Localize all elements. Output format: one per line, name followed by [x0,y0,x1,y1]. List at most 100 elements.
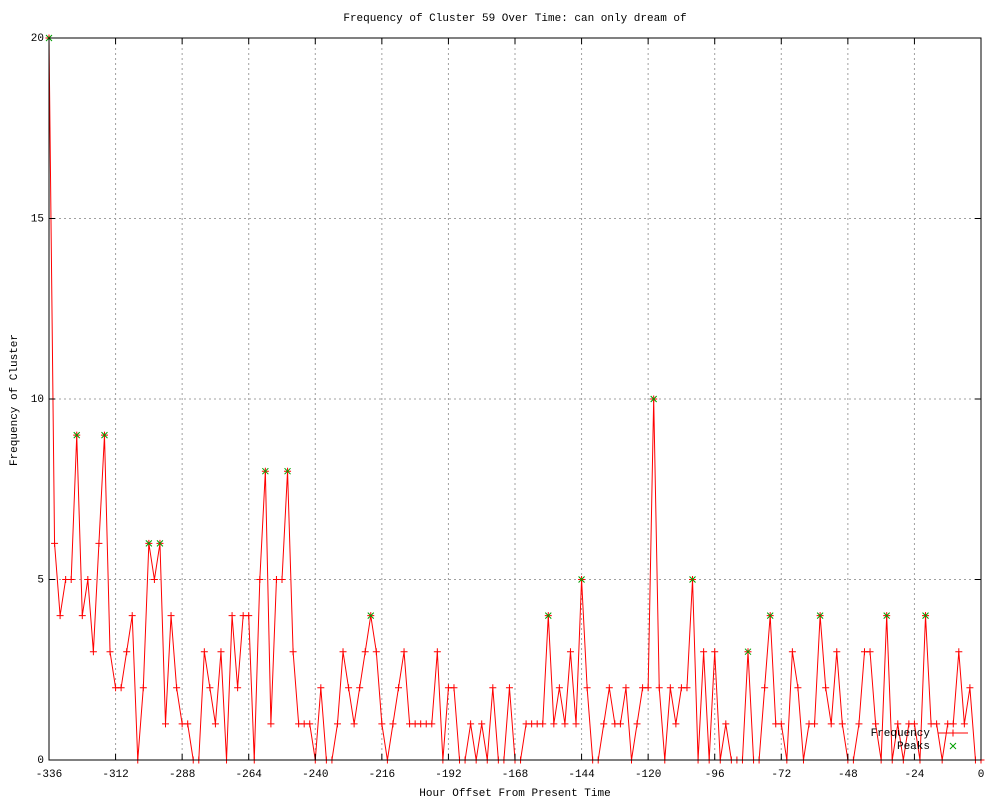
point-marker [306,720,314,728]
point-marker [367,612,375,619]
point-marker [378,720,386,728]
y-tick-label: 0 [37,755,44,767]
point-marker [572,720,580,728]
point-marker [766,612,774,619]
point-marker [583,684,591,692]
point-marker [350,720,358,728]
point-marker [217,648,225,656]
y-tick-label: 15 [31,213,44,225]
point-marker [167,612,175,620]
point-marker [872,720,880,728]
point-marker [139,684,147,692]
point-marker [184,720,192,728]
point-marker [616,720,624,728]
point-marker [689,576,696,583]
x-tick-label: -312 [102,769,128,781]
point-marker [333,720,341,728]
point-marker [794,684,802,692]
point-marker [262,467,269,475]
point-marker [101,431,108,439]
point-marker [256,576,264,583]
point-marker [933,720,941,728]
x-tick-label: 0 [978,769,985,781]
point-marker [744,648,752,656]
point-marker [267,720,275,728]
x-axis-label: Hour Offset From Present Time [419,788,610,800]
point-marker [339,648,347,656]
point-marker [84,576,92,583]
point-marker [56,612,64,620]
point-marker [145,540,153,547]
point-marker [200,648,208,656]
point-marker [78,612,86,620]
point-marker [356,684,364,692]
point-marker [361,648,369,656]
x-tick-label: -264 [236,769,263,781]
point-marker [811,720,819,728]
point-marker [711,648,719,656]
point-marker [866,648,874,656]
point-marker [51,539,59,547]
point-marker [150,576,158,583]
point-marker [123,648,131,656]
point-marker [650,395,658,403]
y-tick-label: 20 [31,33,44,45]
point-marker [561,720,569,728]
point-marker [278,576,286,583]
point-marker [544,612,552,619]
legend-label: Frequency [871,728,931,740]
point-marker [211,720,219,728]
legend-marker [949,742,957,750]
point-marker [395,684,402,692]
point-marker [833,648,841,656]
point-marker [234,684,242,692]
point-marker [156,540,164,547]
point-marker [644,684,652,692]
x-tick-label: -48 [838,769,858,781]
x-tick-label: -168 [502,769,528,781]
x-tick-label: -240 [302,769,328,781]
point-marker [555,684,563,692]
y-tick-label: 5 [37,574,44,586]
point-marker [894,720,902,728]
point-marker [400,648,408,656]
x-tick-label: -288 [169,769,195,781]
point-marker [245,612,253,620]
point-marker [855,720,863,728]
point-marker [910,720,918,728]
point-marker [372,648,380,656]
y-tick-label: 10 [31,394,44,406]
point-marker [489,684,497,692]
legend-marker [949,729,957,737]
point-marker [505,684,513,692]
point-marker [960,720,968,728]
point-marker [922,612,929,619]
point-marker [162,720,169,728]
point-marker [761,684,769,692]
point-marker [228,612,236,620]
chart-title: Frequency of Cluster 59 Over Time: can o… [343,13,686,25]
point-marker [966,684,974,692]
point-marker [816,612,824,619]
point-marker [67,576,75,583]
x-tick-label: -192 [435,769,461,781]
x-tick-label: -72 [771,769,791,781]
x-tick-label: -96 [705,769,725,781]
legend-label: Peaks [897,741,930,753]
point-marker [666,684,674,692]
point-marker [289,648,297,656]
point-marker [206,684,214,692]
point-marker [389,720,397,728]
point-marker [722,720,730,728]
point-marker [173,684,181,692]
point-marker [777,720,785,728]
point-marker [683,684,691,692]
point-marker [605,684,613,692]
point-marker [655,684,663,692]
point-marker [600,720,608,728]
y-axis-label: Frequency of Cluster [9,334,21,466]
point-marker [700,648,708,656]
point-marker [578,576,585,583]
point-marker [633,720,641,728]
